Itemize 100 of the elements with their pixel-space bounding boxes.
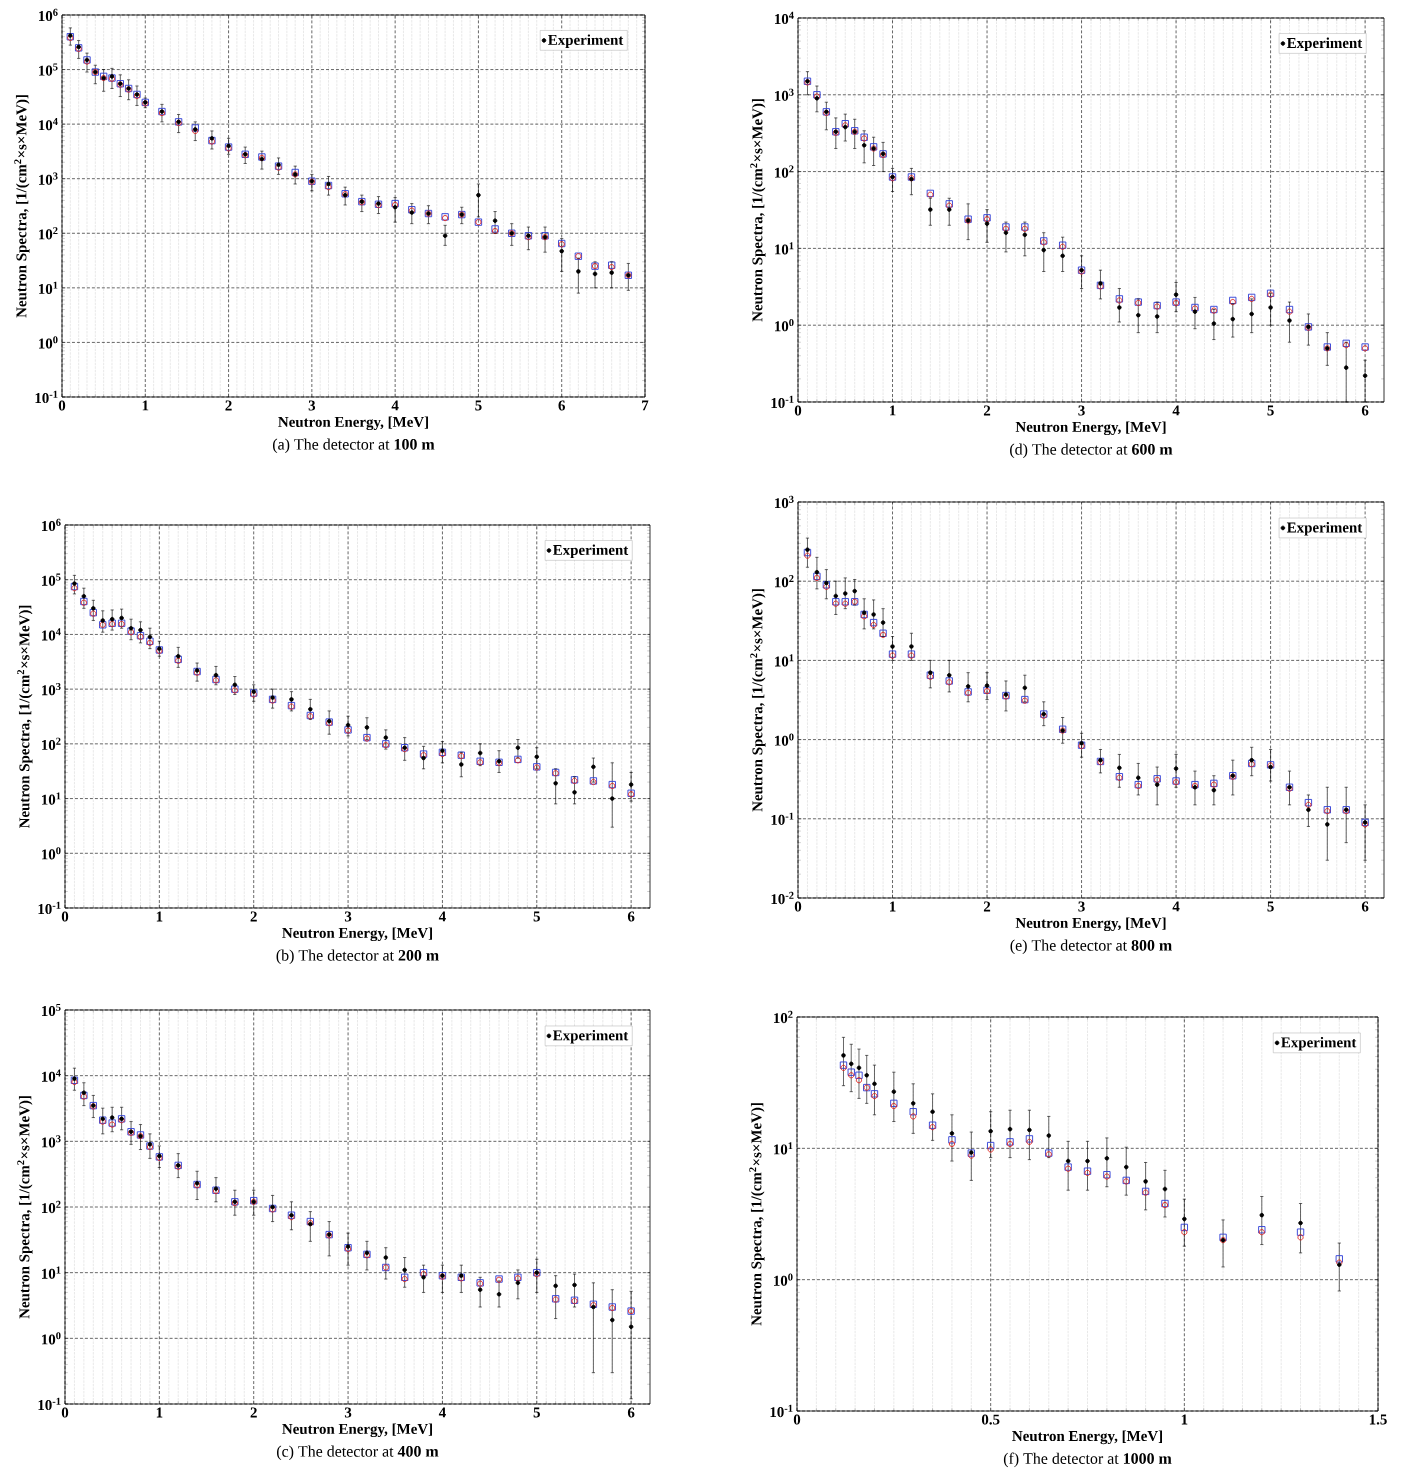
point: [109, 616, 115, 622]
x-tick-label: 5: [533, 911, 540, 922]
y-tick-label: 10$^{4}$: [42, 628, 61, 641]
x-tick-label: 1: [1181, 1414, 1188, 1425]
y-tick-label: 10$^{2}$: [42, 1200, 61, 1214]
point: [1041, 247, 1046, 253]
point: [984, 683, 990, 688]
point: [609, 270, 614, 275]
point: [847, 1068, 855, 1076]
point: [442, 233, 448, 239]
x-tick-label: 2: [225, 400, 232, 411]
point: [576, 269, 581, 274]
x-axis-title: Neutron Energy, [MeV]: [1015, 917, 1166, 932]
x-tick-label: 4: [438, 911, 446, 922]
x-axis-title: Neutron Energy, [MeV]: [278, 416, 428, 431]
x-tick-label: 3: [344, 911, 352, 922]
y-tick-label: 10$^{3}$: [42, 1135, 61, 1148]
point: [1143, 1179, 1148, 1184]
y-tick-label: 10$^{2}$: [774, 1010, 793, 1024]
point: [610, 1317, 615, 1323]
x-tick-label: 2: [250, 1407, 257, 1418]
point: [610, 796, 615, 801]
point: [1117, 305, 1122, 310]
x-tick-label: 5: [475, 400, 482, 411]
point: [965, 684, 971, 689]
x-axis-title: Neutron Energy, [MeV]: [1012, 1430, 1162, 1445]
point: [1249, 757, 1254, 763]
y-tick-label: 10$^{0}$: [775, 319, 794, 332]
point: [909, 1108, 917, 1116]
point: [833, 593, 839, 599]
point: [1154, 782, 1160, 787]
point: [1085, 1158, 1090, 1164]
x-tick-label: 3: [344, 1407, 352, 1418]
legend-label: Experiment: [1286, 37, 1363, 52]
point: [890, 644, 895, 649]
point: [1343, 365, 1349, 370]
point: [987, 1146, 994, 1153]
x-tick-label: 2: [983, 405, 991, 416]
point: [100, 618, 105, 623]
y-tick-label: 10$^{1}$: [775, 654, 794, 667]
point: [421, 1275, 426, 1280]
point: [910, 1101, 916, 1106]
point: [345, 722, 351, 728]
x-tick-label: 5: [533, 1407, 540, 1418]
y-tick-label: 10$^{-2}$: [771, 891, 794, 905]
y-tick-label: 10$^{0}$: [42, 1332, 61, 1345]
text: (c) The detector at 400 m: [276, 1445, 439, 1460]
point: [949, 1131, 955, 1136]
legend-label: Experiment: [1281, 1036, 1357, 1051]
point: [852, 588, 857, 594]
y-tick-label: 10$^{1}$: [42, 792, 61, 805]
y-tick-label: 10$^{1}$: [775, 242, 794, 255]
point: [534, 754, 540, 760]
point: [515, 1280, 521, 1286]
y-axis-title: Neutron Spectra, [1/(cm$^{2}$×s×MeV)]: [17, 605, 33, 829]
point: [572, 1282, 577, 1288]
point: [1287, 318, 1292, 323]
point: [946, 672, 952, 678]
x-tick-label: 5: [1267, 901, 1274, 912]
point: [138, 627, 143, 633]
point: [459, 762, 464, 767]
point: [1117, 765, 1122, 771]
point: [492, 218, 498, 223]
y-tick-label: 10$^{-1}$: [38, 1397, 61, 1411]
text: (d) The detector at 600 m: [1010, 443, 1173, 458]
y-axis-title: Neutron Spectra, [1/(cm$^{2}$×s×MeV)]: [14, 95, 30, 318]
x-tick-label: 0: [61, 1407, 69, 1418]
y-tick-label: 10$^{5}$: [42, 573, 61, 586]
point: [628, 1324, 634, 1330]
x-tick-label: 5: [1267, 405, 1274, 416]
point: [1027, 1127, 1032, 1133]
point: [948, 1136, 956, 1144]
point: [843, 591, 848, 596]
x-tick-label: 1: [142, 400, 149, 411]
x-tick-label: 6: [1361, 901, 1369, 912]
y-axis-title: Neutron Spectra, [1/(cm$^{2}$×s×MeV)]: [750, 99, 766, 322]
x-tick-label: 4: [438, 1407, 446, 1418]
point: [871, 612, 876, 617]
point: [909, 644, 914, 649]
legend-label: Experiment: [1286, 522, 1363, 536]
point: [910, 1113, 917, 1120]
point: [1046, 1133, 1052, 1138]
point: [308, 706, 313, 712]
point: [1268, 305, 1273, 310]
y-tick-label: 10$^{1}$: [774, 1142, 793, 1155]
point: [147, 634, 153, 640]
x-tick-label: 0: [793, 1414, 801, 1425]
point: [496, 1291, 502, 1297]
point: [1211, 787, 1217, 793]
point: [383, 735, 389, 740]
point: [864, 1073, 869, 1078]
point: [855, 1071, 863, 1079]
x-tick-label: 6: [627, 1407, 635, 1418]
point: [1325, 822, 1330, 827]
y-tick-label: 10$^{-1}$: [38, 901, 61, 915]
x-tick-label: 6: [1361, 405, 1369, 416]
point: [1173, 292, 1179, 297]
x-tick-label: 6: [627, 911, 635, 922]
x-tick-label: 4: [1172, 901, 1180, 912]
point: [1022, 232, 1028, 238]
